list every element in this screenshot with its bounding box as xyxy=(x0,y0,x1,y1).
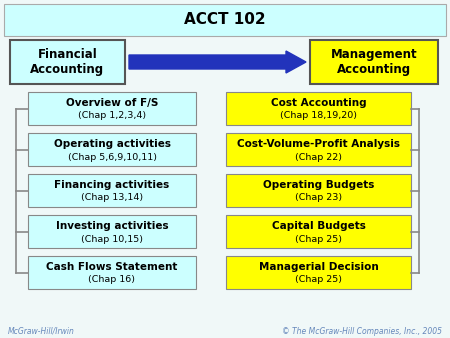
FancyBboxPatch shape xyxy=(226,92,411,125)
FancyBboxPatch shape xyxy=(226,174,411,207)
Text: (Chap 5,6,9,10,11): (Chap 5,6,9,10,11) xyxy=(68,152,157,162)
FancyBboxPatch shape xyxy=(28,256,196,289)
Text: (Chap 25): (Chap 25) xyxy=(295,275,342,285)
Text: Operating activities: Operating activities xyxy=(54,139,171,149)
Text: (Chap 18,19,20): (Chap 18,19,20) xyxy=(280,112,357,121)
Text: (Chap 22): (Chap 22) xyxy=(295,152,342,162)
FancyBboxPatch shape xyxy=(28,215,196,248)
FancyBboxPatch shape xyxy=(226,256,411,289)
FancyBboxPatch shape xyxy=(28,133,196,166)
Text: Financial
Accounting: Financial Accounting xyxy=(31,48,104,76)
Text: Cost-Volume-Profit Analysis: Cost-Volume-Profit Analysis xyxy=(237,139,400,149)
FancyBboxPatch shape xyxy=(310,40,438,84)
Text: Operating Budgets: Operating Budgets xyxy=(263,180,374,190)
Text: Managerial Decision: Managerial Decision xyxy=(259,262,378,272)
FancyBboxPatch shape xyxy=(28,92,196,125)
FancyBboxPatch shape xyxy=(226,215,411,248)
Text: Management
Accounting: Management Accounting xyxy=(331,48,417,76)
Text: ACCT 102: ACCT 102 xyxy=(184,13,266,27)
Text: McGraw-Hill/Irwin: McGraw-Hill/Irwin xyxy=(8,327,75,336)
FancyBboxPatch shape xyxy=(10,40,125,84)
Text: (Chap 10,15): (Chap 10,15) xyxy=(81,235,143,243)
Text: Overview of F/S: Overview of F/S xyxy=(66,98,158,108)
FancyBboxPatch shape xyxy=(4,4,446,36)
Text: Capital Budgets: Capital Budgets xyxy=(271,221,365,231)
Text: (Chap 16): (Chap 16) xyxy=(89,275,135,285)
Text: Investing activities: Investing activities xyxy=(56,221,168,231)
Text: Financing activities: Financing activities xyxy=(54,180,170,190)
FancyBboxPatch shape xyxy=(226,133,411,166)
FancyArrow shape xyxy=(129,51,306,73)
Text: (Chap 1,2,3,4): (Chap 1,2,3,4) xyxy=(78,112,146,121)
Text: Cost Accounting: Cost Accounting xyxy=(271,98,366,108)
FancyBboxPatch shape xyxy=(28,174,196,207)
Text: © The McGraw-Hill Companies, Inc., 2005: © The McGraw-Hill Companies, Inc., 2005 xyxy=(282,327,442,336)
Text: (Chap 23): (Chap 23) xyxy=(295,193,342,202)
Text: (Chap 25): (Chap 25) xyxy=(295,235,342,243)
Text: Cash Flows Statement: Cash Flows Statement xyxy=(46,262,178,272)
Text: (Chap 13,14): (Chap 13,14) xyxy=(81,193,143,202)
